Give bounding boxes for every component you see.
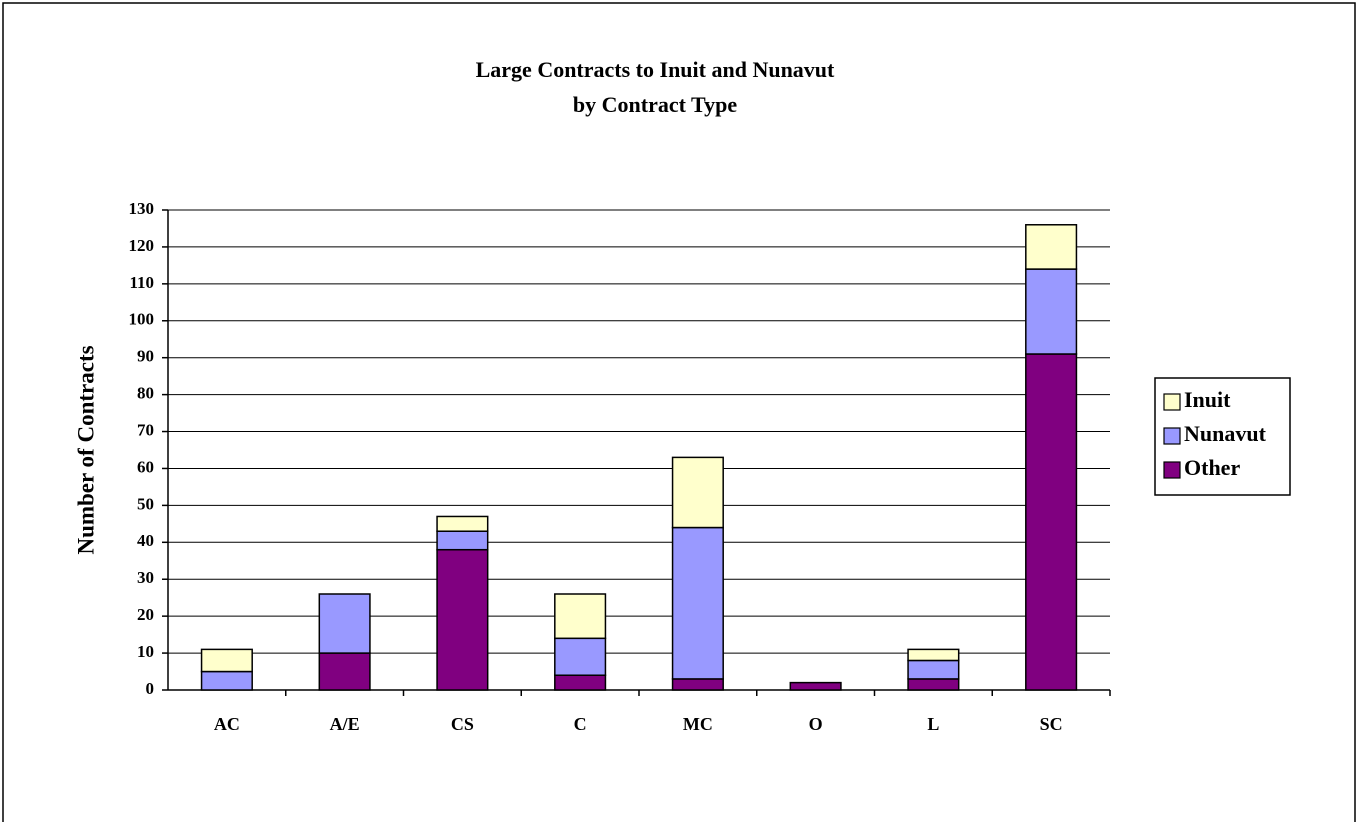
y-tick-label: 50 <box>137 494 154 513</box>
y-tick-label: 80 <box>137 384 154 403</box>
y-tick-label: 100 <box>129 310 155 329</box>
legend-swatch <box>1163 461 1181 479</box>
y-tick-label: 120 <box>129 236 155 255</box>
x-tick-label: CS <box>451 714 474 734</box>
legend-label: Nunavut <box>1184 421 1267 446</box>
x-tick-label: C <box>574 714 587 734</box>
bar-segment <box>554 637 607 676</box>
legend-label: Inuit <box>1184 387 1231 412</box>
x-tick-label: O <box>809 714 823 734</box>
chart-subtitle: by Contract Type <box>573 92 737 117</box>
y-tick-label: 30 <box>137 568 154 587</box>
bar-segment <box>436 515 489 532</box>
bar-segment <box>436 548 489 691</box>
bar-segment <box>671 456 724 529</box>
x-tick-label: MC <box>683 714 713 734</box>
y-axis-label: Number of Contracts <box>73 345 98 554</box>
bar-segment <box>1025 353 1078 691</box>
bar-segment <box>907 648 960 662</box>
y-tick-label: 40 <box>137 531 154 550</box>
legend-swatch <box>1163 393 1181 411</box>
x-tick-label: L <box>927 714 939 734</box>
bar-segment <box>554 593 607 640</box>
bar-segment <box>436 530 489 551</box>
bar-segment <box>200 648 253 673</box>
bar-segment <box>200 670 253 691</box>
chart-title: Large Contracts to Inuit and Nunavut <box>476 57 835 82</box>
bar-segment <box>789 681 842 691</box>
bar-segment <box>318 652 371 691</box>
bar-segment <box>318 593 371 654</box>
y-tick-label: 10 <box>137 642 154 661</box>
bar-segment <box>907 678 960 691</box>
y-tick-label: 110 <box>129 273 154 292</box>
bar-segment <box>671 678 724 691</box>
x-tick-label: A/E <box>330 714 360 734</box>
legend-label: Other <box>1184 455 1240 480</box>
legend-swatch <box>1163 427 1181 445</box>
x-tick-label: AC <box>214 714 240 734</box>
y-tick-label: 130 <box>129 199 155 218</box>
bar-segment <box>554 674 607 691</box>
bar-segment <box>907 659 960 680</box>
y-tick-label: 70 <box>137 420 154 439</box>
x-tick-label: SC <box>1040 714 1063 734</box>
y-tick-label: 60 <box>137 457 154 476</box>
bar-segment <box>671 526 724 680</box>
bar-segment <box>1025 268 1078 355</box>
y-tick-label: 0 <box>146 679 155 698</box>
y-tick-label: 90 <box>137 347 154 366</box>
y-tick-label: 20 <box>137 605 154 624</box>
bar-segment <box>1025 224 1078 270</box>
